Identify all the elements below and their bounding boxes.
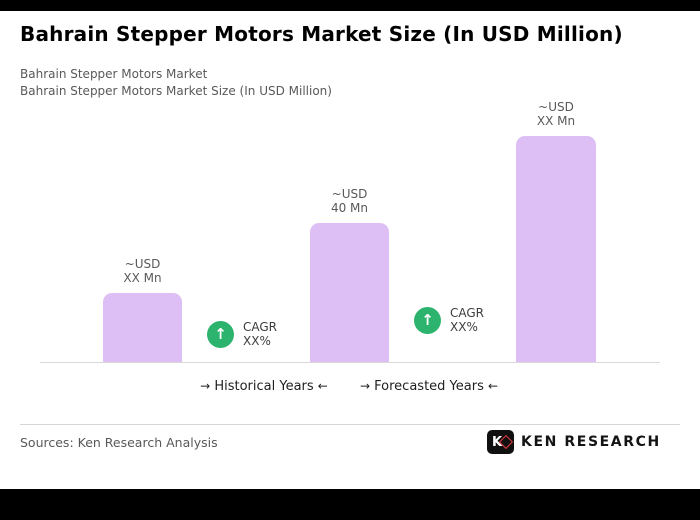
cagr-text: CAGR XX% [243,320,277,348]
legend-historical-years: → Historical Years ← [200,379,328,394]
legend-label: Forecasted Years [374,379,484,394]
logo-k-letter: K [492,434,503,450]
trend-up-icon: ↑ [207,320,234,348]
trend-up-icon: ↑ [414,306,441,334]
logo-text: KEN RESEARCH [521,434,661,450]
cagr-annotation-2: ↑ CAGR XX% [414,306,484,334]
x-axis-baseline [40,362,660,363]
cagr-label: CAGR [243,320,278,334]
bar-label-line: 40 Mn [330,201,369,215]
subtitle-line-1: Bahrain Stepper Motors Market [20,67,208,81]
subtitle-line-2: Bahrain Stepper Motors Market Size (In U… [20,84,332,98]
bottom-black-bar [0,489,700,520]
page-title: Bahrain Stepper Motors Market Size (In U… [20,22,623,46]
ken-research-logo: K KEN RESEARCH [487,430,661,454]
bar-value-label: ~USD XX Mn [123,257,161,285]
bar-historical-end [310,223,389,363]
bar-label-line: ~USD [124,257,161,271]
arrow-right-icon: → [359,379,371,393]
cagr-value: XX% [243,334,271,348]
sources-text: Sources: Ken Research Analysis [20,435,218,450]
bar-column-2: ~USD 40 Mn [310,187,389,363]
cagr-annotation-1: ↑ CAGR XX% [207,320,277,348]
arrow-right-icon: → [200,379,211,393]
bar-label-line: XX Mn [123,271,162,285]
legend-label: Historical Years [214,379,314,394]
ken-research-logo-mark: K [487,430,514,454]
cagr-value: XX% [450,320,478,334]
bar-column-3: ~USD XX Mn [516,100,596,363]
bar-label-line: XX Mn [536,114,576,128]
arrow-left-icon: ← [317,379,328,393]
cagr-text: CAGR XX% [450,306,484,334]
bar-value-label: ~USD XX Mn [537,100,575,128]
bar-forecast [516,136,596,363]
legend-forecasted-years: → Forecasted Years ← [360,379,498,394]
bar-label-line: ~USD [538,100,574,114]
bar-label-line: ~USD [331,187,368,201]
cagr-label: CAGR [450,306,485,320]
top-black-bar [0,0,700,11]
chart-subtitle: Bahrain Stepper Motors Market Bahrain St… [20,66,332,100]
bar-value-label: ~USD 40 Mn [331,187,368,215]
arrow-left-icon: ← [487,379,499,393]
bar-historical-start [103,293,182,363]
bar-chart: ~USD XX Mn ~USD 40 Mn ~USD XX Mn ↑ CAGR … [40,90,660,363]
footer-divider [20,424,680,425]
bar-column-1: ~USD XX Mn [103,257,182,363]
